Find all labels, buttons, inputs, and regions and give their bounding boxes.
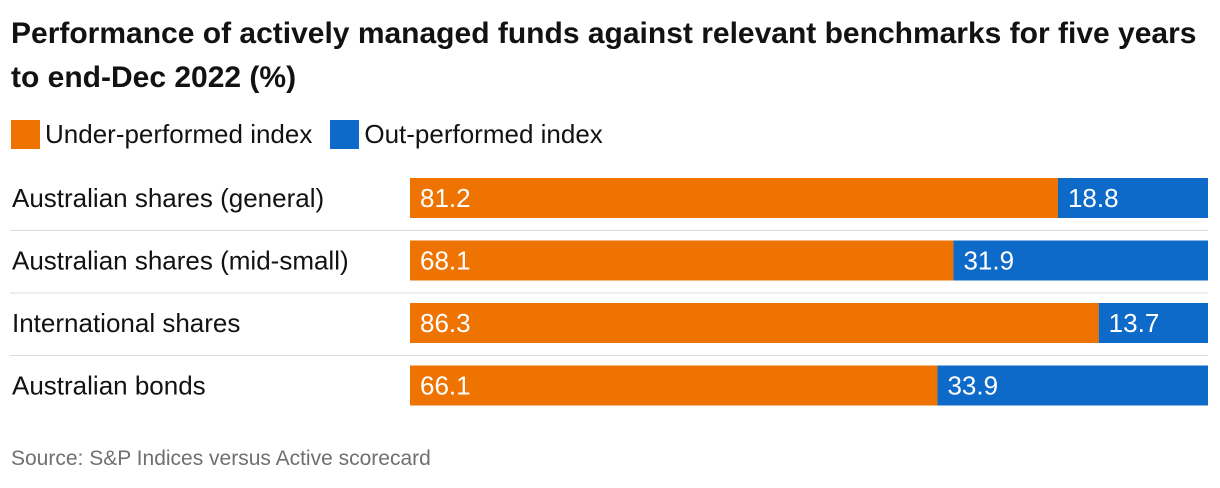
bar-under-performed [410,365,938,406]
bar-out-performed [1057,178,1208,218]
chart-title: Performance of actively managed funds ag… [11,17,1197,94]
legend-item-under: Under-performed index [11,119,312,150]
source-note: Source: S&P Indices versus Active scorec… [11,447,431,470]
data-label: 68.1 [420,246,471,276]
legend-label-under: Under-performed index [45,118,313,149]
category-label: Australian shares (mid-small) [12,246,349,276]
category-label: International shares [12,308,240,338]
legend: Under-performed index Out-performed inde… [11,116,621,152]
bar-out-performed [953,240,1208,281]
legend-label-out: Out-performed index [364,118,603,149]
data-label: 81.2 [420,183,471,213]
data-label: 31.9 [963,246,1014,276]
legend-item-out: Out-performed index [330,118,603,150]
data-label: 18.8 [1068,183,1119,213]
bar-out-performed [937,365,1208,406]
category-label: Australian bonds [12,371,206,401]
bar-under-performed [410,178,1058,218]
data-label: 86.3 [420,308,471,338]
data-label: 66.1 [420,371,471,401]
bar-chart: Australian shares (general) 81.2 18.8 Austr… [10,178,1208,406]
data-label: 13.7 [1109,308,1160,338]
bar-out-performed [1098,303,1208,343]
bar-under-performed [410,303,1099,343]
legend-swatch-under [11,119,40,149]
category-label: Australian shares (general) [12,183,324,213]
data-label: 33.9 [947,371,998,401]
legend-swatch-out [330,119,360,149]
bar-under-performed [410,240,954,281]
